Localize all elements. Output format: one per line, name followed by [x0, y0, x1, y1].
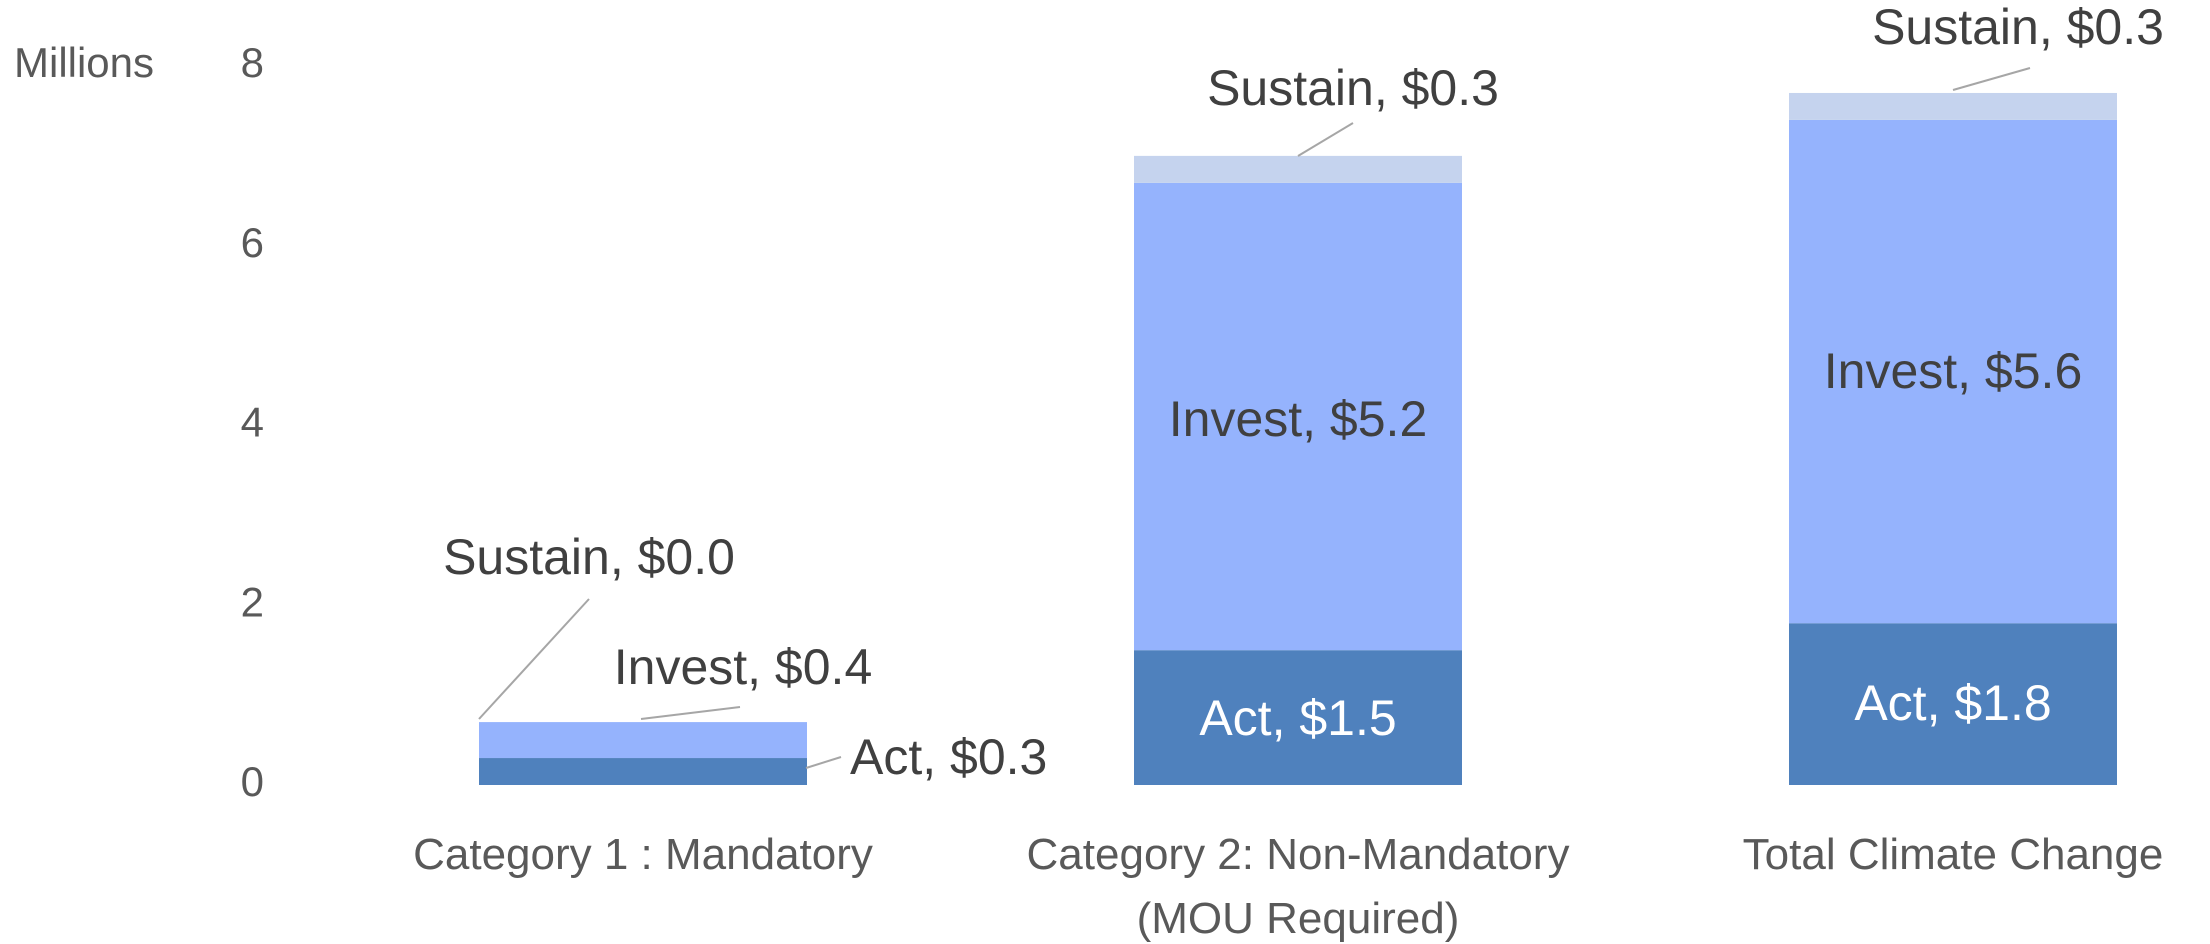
leader-line: [478, 598, 590, 720]
leader-line: [640, 706, 741, 720]
y-tick-label: 2: [241, 578, 264, 625]
data-label: Act, $0.3: [850, 729, 1047, 785]
x-tick-label: Total Climate Change: [1742, 830, 2164, 879]
data-label: Sustain, $0.3: [1207, 60, 1499, 116]
bar-segment: [1789, 623, 2117, 785]
y-tick-label: 0: [241, 758, 264, 805]
data-label: Sustain, $0.0: [443, 529, 735, 585]
bar-segment: [1134, 182, 1462, 651]
y-tick-label: 8: [241, 39, 264, 86]
bar-segment: [1134, 155, 1462, 183]
data-label: Sustain, $0.3: [1872, 0, 2164, 55]
data-label: Act, $1.5: [1199, 690, 1396, 746]
bar-segment: [479, 722, 807, 759]
leader-line: [1297, 122, 1354, 157]
bar-segment: [1134, 650, 1462, 785]
bar-segment: [479, 758, 807, 785]
x-tick-label: Category 2: Non-Mandatory (MOU Required): [1026, 830, 1570, 943]
data-label: Invest, $0.4: [614, 639, 873, 695]
leader-line: [805, 756, 842, 769]
bar-segment: [1789, 119, 2117, 624]
leader-line: [1952, 67, 2031, 91]
bar-segment: [1789, 92, 2117, 120]
data-label: Invest, $5.2: [1169, 391, 1428, 447]
y-axis-label: Millions: [14, 39, 154, 86]
y-tick-label: 6: [241, 219, 264, 266]
y-tick-label: 4: [241, 399, 264, 446]
x-tick-label: Category 1 : Mandatory: [413, 830, 873, 879]
data-label: Act, $1.8: [1854, 675, 2051, 731]
data-label: Invest, $5.6: [1824, 343, 2083, 399]
